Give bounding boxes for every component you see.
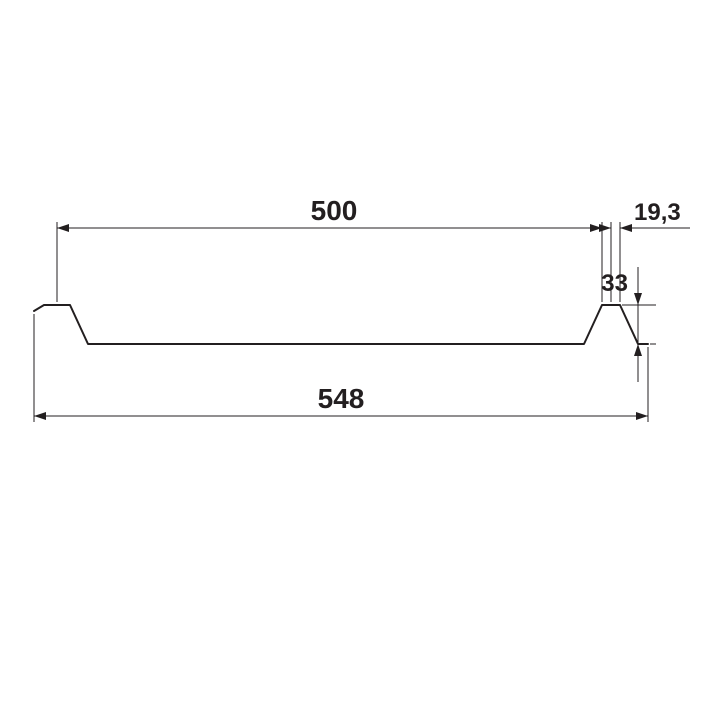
profile-cross-section	[34, 305, 648, 344]
dim-bottom-span: 548	[34, 314, 648, 422]
dim-height-value: 33	[601, 270, 628, 297]
dim-top-span: 500	[57, 195, 611, 302]
dim-right-width-value: 19,3	[634, 199, 681, 226]
dim-right-width: 19,3	[572, 199, 690, 302]
dim-top-span-value: 500	[311, 195, 358, 226]
dim-bottom-span-value: 548	[318, 383, 365, 414]
